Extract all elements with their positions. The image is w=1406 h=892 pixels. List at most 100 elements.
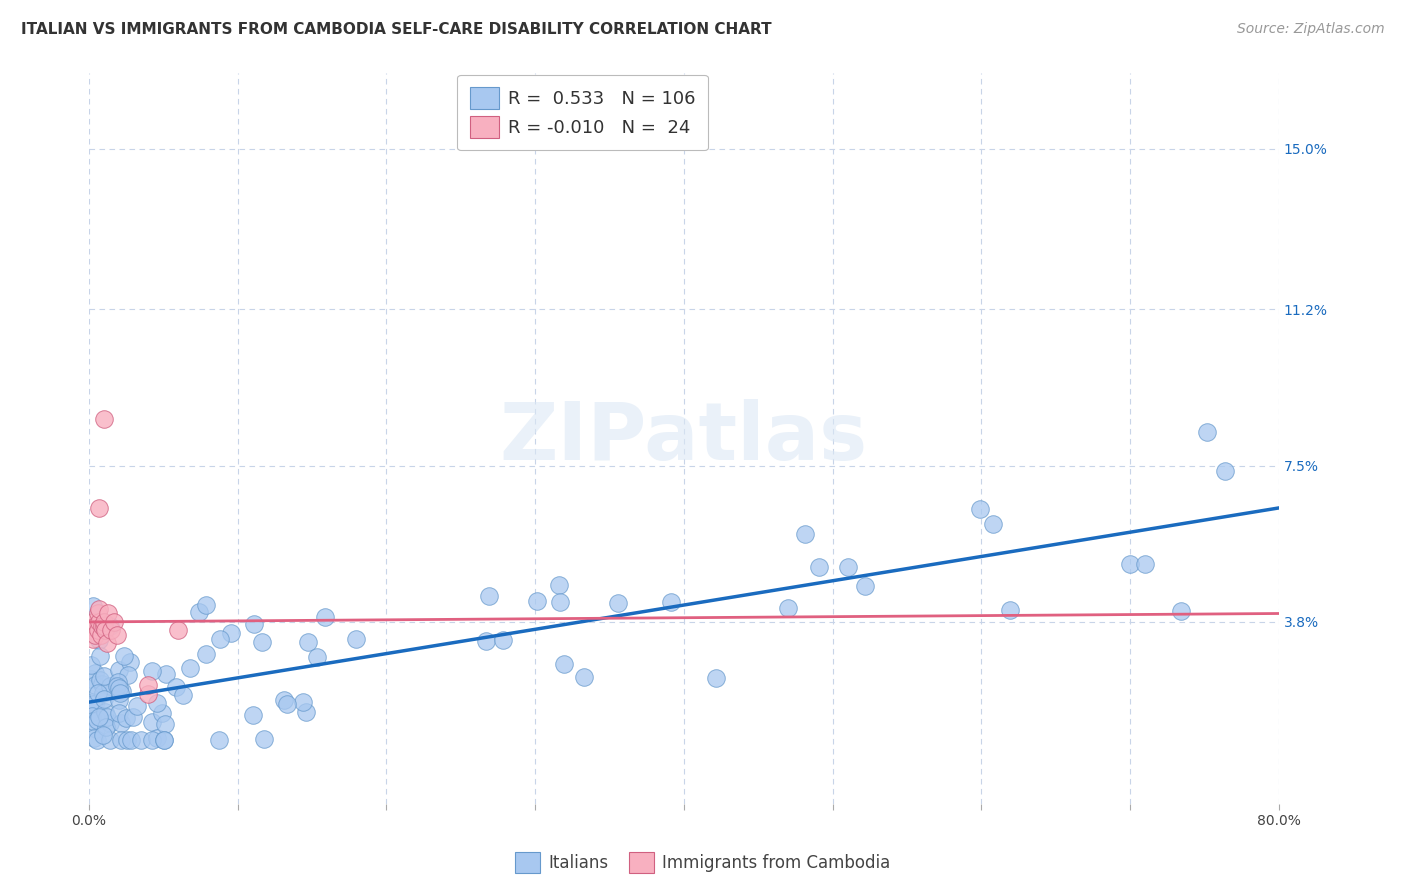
- Point: [93, 669, 115, 683]
- Point: [141, 664, 163, 678]
- Text: ZIPatlas: ZIPatlas: [499, 400, 868, 477]
- Point: [475, 634, 498, 648]
- Point: [108, 681, 131, 696]
- Point: [122, 709, 145, 723]
- Point: [553, 657, 575, 672]
- Point: [117, 668, 139, 682]
- Point: [1197, 425, 1219, 440]
- Point: [105, 679, 128, 693]
- Point: [252, 635, 274, 649]
- Point: [82, 714, 104, 729]
- Point: [574, 670, 596, 684]
- Point: [79, 672, 101, 686]
- Point: [837, 559, 859, 574]
- Point: [115, 733, 138, 747]
- Point: [79, 658, 101, 673]
- Point: [607, 596, 630, 610]
- Point: [96, 710, 118, 724]
- Point: [111, 684, 134, 698]
- Point: [167, 624, 190, 638]
- Point: [94, 720, 117, 734]
- Point: [120, 733, 142, 747]
- Point: [91, 619, 114, 633]
- Point: [83, 665, 105, 680]
- Point: [242, 707, 264, 722]
- Point: [93, 729, 115, 743]
- Point: [98, 733, 121, 747]
- Point: [131, 733, 153, 747]
- Point: [172, 688, 194, 702]
- Point: [108, 663, 131, 677]
- Point: [194, 647, 217, 661]
- Point: [114, 711, 136, 725]
- Point: [855, 579, 877, 593]
- Point: [1213, 464, 1236, 478]
- Point: [97, 607, 120, 621]
- Point: [276, 698, 298, 712]
- Point: [344, 632, 367, 646]
- Point: [153, 733, 176, 747]
- Point: [89, 710, 111, 724]
- Point: [153, 733, 176, 747]
- Point: [253, 732, 276, 747]
- Point: [127, 698, 149, 713]
- Point: [273, 693, 295, 707]
- Point: [93, 619, 115, 633]
- Point: [90, 627, 112, 641]
- Point: [82, 697, 104, 711]
- Point: [492, 633, 515, 648]
- Point: [83, 627, 105, 641]
- Point: [141, 714, 163, 729]
- Point: [478, 589, 501, 603]
- Point: [188, 605, 211, 619]
- Point: [89, 615, 111, 629]
- Point: [548, 594, 571, 608]
- Point: [1133, 557, 1156, 571]
- Point: [91, 686, 114, 700]
- Point: [110, 686, 132, 700]
- Point: [89, 648, 111, 663]
- Point: [80, 709, 103, 723]
- Point: [146, 696, 169, 710]
- Point: [108, 706, 131, 720]
- Point: [704, 671, 727, 685]
- Point: [86, 733, 108, 747]
- Text: ITALIAN VS IMMIGRANTS FROM CAMBODIA SELF-CARE DISABILITY CORRELATION CHART: ITALIAN VS IMMIGRANTS FROM CAMBODIA SELF…: [21, 22, 772, 37]
- Point: [297, 634, 319, 648]
- Point: [93, 615, 115, 629]
- Point: [94, 705, 117, 719]
- Point: [105, 627, 128, 641]
- Point: [91, 619, 114, 633]
- Point: [86, 607, 108, 621]
- Point: [659, 595, 682, 609]
- Point: [98, 619, 121, 633]
- Point: [83, 698, 105, 712]
- Point: [83, 619, 105, 633]
- Point: [526, 594, 548, 608]
- Point: [98, 715, 121, 730]
- Point: [100, 624, 122, 638]
- Point: [145, 731, 167, 746]
- Point: [141, 733, 163, 747]
- Point: [96, 636, 118, 650]
- Point: [150, 706, 173, 720]
- Point: [295, 705, 318, 719]
- Point: [110, 733, 132, 747]
- Point: [103, 615, 125, 629]
- Point: [110, 715, 132, 730]
- Point: [1170, 604, 1192, 618]
- Point: [90, 676, 112, 690]
- Point: [242, 617, 264, 632]
- Point: [83, 731, 105, 745]
- Point: [82, 632, 104, 646]
- Point: [89, 602, 111, 616]
- Point: [112, 648, 135, 663]
- Point: [219, 625, 242, 640]
- Point: [209, 632, 232, 647]
- Point: [292, 694, 315, 708]
- Point: [108, 693, 131, 707]
- Point: [179, 661, 201, 675]
- Text: Source: ZipAtlas.com: Source: ZipAtlas.com: [1237, 22, 1385, 37]
- Point: [118, 656, 141, 670]
- Point: [314, 609, 336, 624]
